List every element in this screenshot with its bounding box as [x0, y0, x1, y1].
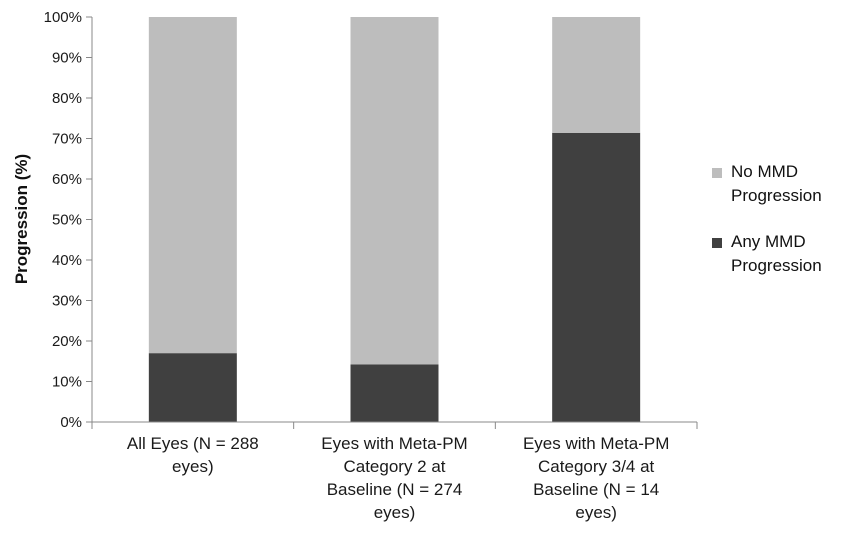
x-category-label-1: Eyes with Meta-PM [321, 434, 467, 453]
y-tick-label: 60% [52, 171, 82, 188]
bar-any-mmd-2 [552, 132, 641, 422]
x-category-label-1: eyes) [374, 503, 416, 522]
y-tick-label: 30% [52, 293, 82, 310]
y-tick-label: 40% [52, 252, 82, 269]
y-tick-label: 100% [44, 9, 82, 26]
y-tick-label: 70% [52, 131, 82, 148]
legend-item-no-mmd-progression: No MMD Progression [712, 160, 847, 208]
legend-label-any-mmd-line-2: Progression [731, 256, 822, 275]
legend-item-any-mmd-progression: Any MMD Progression [712, 230, 847, 278]
x-category-label-2: Category 3/4 at [538, 457, 655, 476]
legend-label-any-mmd-line-1: Any MMD [731, 232, 806, 251]
legend-swatch-any-mmd-progression [712, 238, 722, 248]
y-tick-label: 50% [52, 212, 82, 229]
x-category-label-0: eyes) [172, 457, 214, 476]
y-tick-label: 90% [52, 50, 82, 67]
bar-no-mmd-2 [552, 17, 641, 133]
x-category-label-0: All Eyes (N = 288 [127, 434, 259, 453]
y-tick-label: 10% [52, 374, 82, 391]
x-category-label-2: eyes) [575, 503, 617, 522]
bar-any-mmd-1 [350, 364, 439, 422]
y-tick-label: 0% [60, 414, 82, 431]
plot-area: 0% 10% 20% 30% 40% 50% 60% 70% 80% 90% 100% All Eye… [44, 9, 698, 522]
legend-label-no-mmd-line-2: Progression [731, 186, 822, 205]
x-category-label-2: Baseline (N = 14 [533, 480, 659, 499]
x-category-label-1: Category 2 at [343, 457, 445, 476]
bar-no-mmd-1 [350, 17, 439, 365]
legend-swatch-no-mmd-progression [712, 168, 722, 178]
x-category-label-2: Eyes with Meta-PM [523, 434, 669, 453]
legend: No MMD Progression Any MMD Progression [712, 160, 847, 300]
y-tick-label: 80% [52, 90, 82, 107]
legend-label-no-mmd-line-1: No MMD [731, 162, 799, 181]
y-axis-title: Progression (%) [12, 154, 31, 284]
bar-any-mmd-0 [148, 353, 237, 422]
bar-no-mmd-0 [148, 17, 237, 354]
y-tick-label: 20% [52, 333, 82, 350]
x-category-label-1: Baseline (N = 274 [327, 480, 463, 499]
